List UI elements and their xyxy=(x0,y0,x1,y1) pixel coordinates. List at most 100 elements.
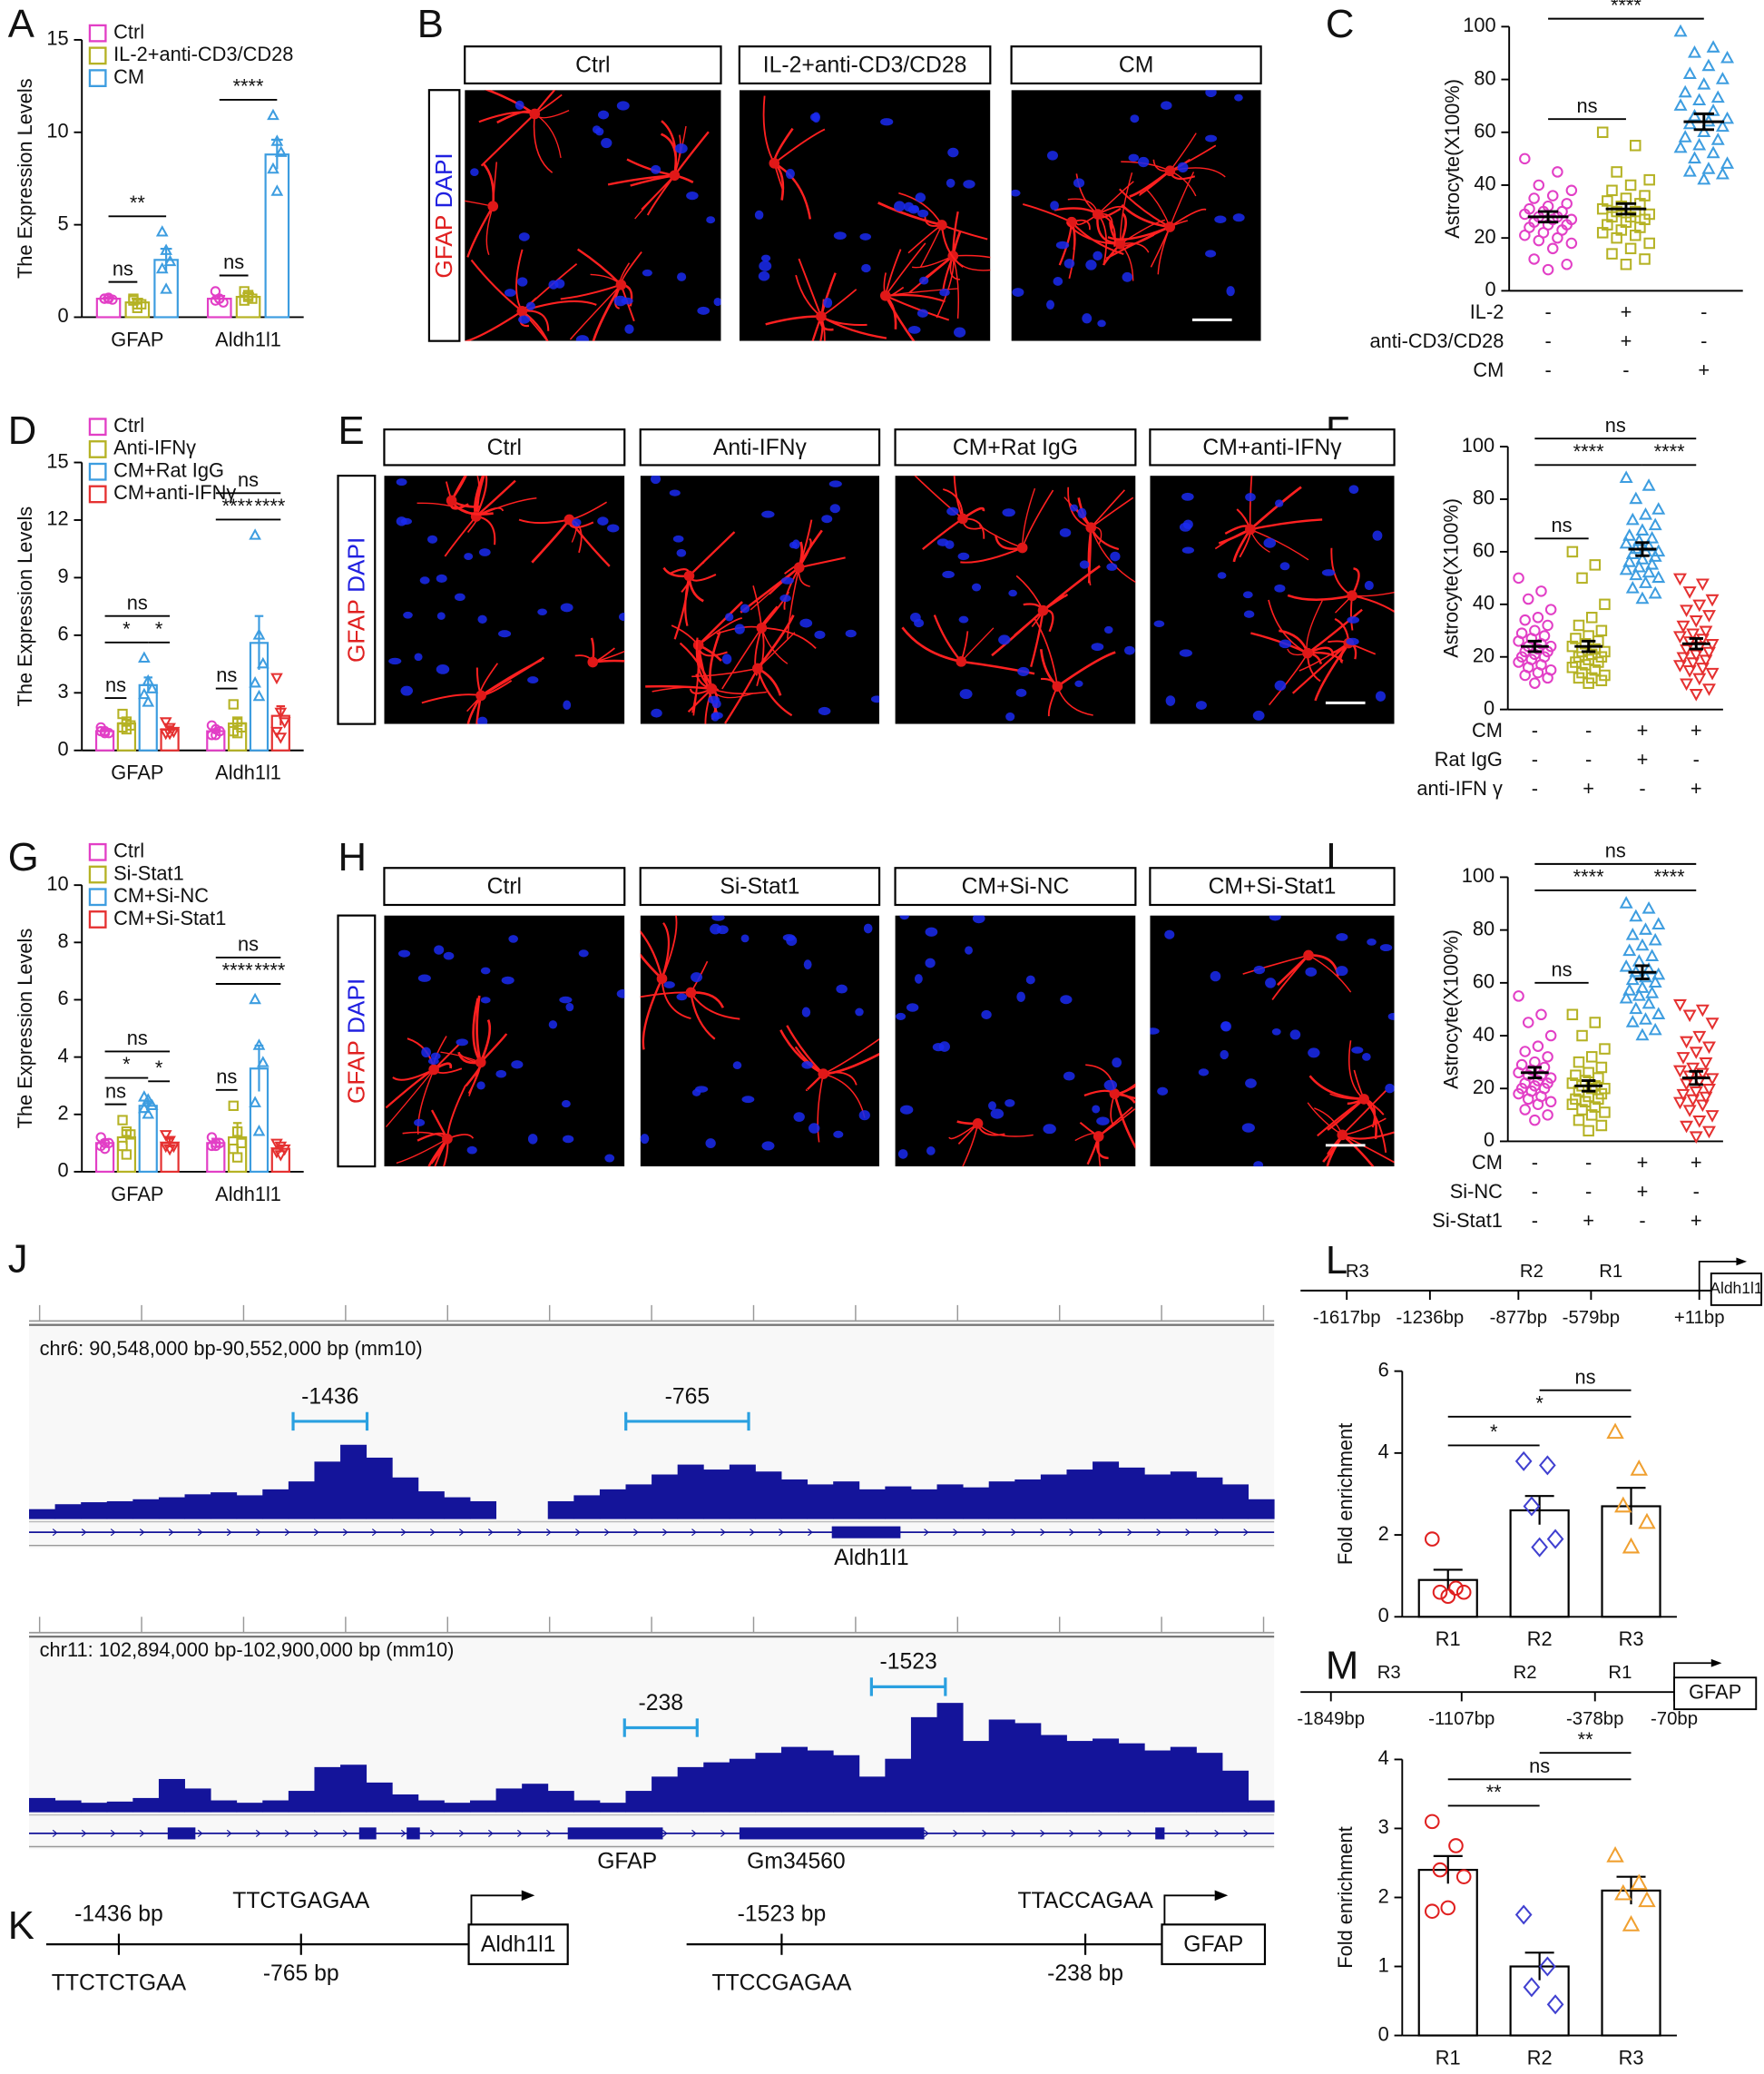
data-point xyxy=(1596,227,1609,239)
significance-label: * xyxy=(122,617,131,640)
astrocyte-process xyxy=(1169,208,1207,228)
region-label: R3 xyxy=(1346,1262,1369,1282)
data-point xyxy=(167,1141,181,1154)
nucleus xyxy=(421,1047,431,1058)
astrocyte-body xyxy=(706,683,718,694)
data-point xyxy=(1651,917,1666,930)
coverage-bin xyxy=(858,1776,886,1813)
x-tick-label: Aldh1l1 xyxy=(215,328,281,350)
coverage-bin xyxy=(211,1492,238,1519)
strand-chevron xyxy=(139,1528,145,1537)
coverage-bin xyxy=(729,1758,756,1813)
panel-label: H xyxy=(338,835,368,880)
nucleus xyxy=(624,324,634,334)
nucleus xyxy=(388,657,402,665)
condition-sign: + xyxy=(1690,1209,1702,1232)
coverage-bin xyxy=(573,1800,601,1813)
data-point xyxy=(1533,179,1545,192)
data-point xyxy=(1639,1012,1652,1025)
data-point xyxy=(1532,612,1544,624)
astrocyte-body xyxy=(685,987,697,998)
legend-swatch xyxy=(88,485,107,504)
data-point xyxy=(1689,1047,1703,1059)
data-point xyxy=(1672,573,1687,586)
nucleus xyxy=(981,1009,992,1019)
coverage-bin xyxy=(1118,1743,1145,1813)
nucleus xyxy=(859,232,872,241)
nucleus xyxy=(1205,134,1218,143)
nucleus xyxy=(578,949,589,958)
astrocyte-body xyxy=(475,1057,486,1068)
nucleus xyxy=(1004,1099,1015,1107)
coverage-bin xyxy=(366,1782,393,1813)
strand-chevron xyxy=(1040,1829,1045,1838)
astrocyte-process xyxy=(465,200,494,207)
nucleus xyxy=(710,923,721,935)
condition-sign: + xyxy=(1637,719,1649,742)
condition-label: Si-Stat1 xyxy=(1432,1209,1503,1232)
data-point xyxy=(121,1149,132,1160)
nucleus xyxy=(1346,637,1359,645)
coverage-bin xyxy=(833,1481,860,1519)
nucleus xyxy=(427,535,438,544)
legend-label: Si-Stat1 xyxy=(113,861,184,884)
nucleus xyxy=(436,664,450,674)
data-point xyxy=(274,1150,288,1162)
legend-label: CM+Si-NC xyxy=(113,884,209,907)
micrograph xyxy=(384,476,625,724)
micrograph-background xyxy=(895,476,1136,724)
astrocyte-body xyxy=(475,690,486,702)
nucleus xyxy=(464,553,474,561)
data-point xyxy=(1619,958,1633,972)
data-point xyxy=(1720,111,1735,124)
nucleus xyxy=(1252,710,1265,721)
astrocyte-process xyxy=(416,1069,435,1135)
strand-chevron xyxy=(604,1528,610,1537)
y-tick-label: 40 xyxy=(1474,172,1495,195)
legend-label: IL-2+anti-CD3/CD28 xyxy=(113,43,293,65)
nucleus xyxy=(801,1060,813,1069)
data-point xyxy=(1585,612,1598,624)
data-point xyxy=(249,992,261,1005)
data-point xyxy=(1689,649,1703,663)
strand-chevron xyxy=(110,1528,116,1537)
astrocyte-process xyxy=(960,546,1024,564)
data-point xyxy=(1639,253,1651,265)
data-point xyxy=(1592,1093,1604,1106)
image-title-box xyxy=(383,867,626,907)
nucleus xyxy=(821,515,833,524)
coverage-bin xyxy=(236,1495,263,1519)
nucleus xyxy=(1060,995,1073,1005)
data-point xyxy=(1695,578,1710,592)
nucleus xyxy=(910,204,919,212)
data-point xyxy=(1542,1109,1553,1121)
y-tick-label: 0 xyxy=(1484,696,1494,719)
nucleus xyxy=(1364,580,1374,591)
data-point xyxy=(160,282,172,294)
condition-sign: + xyxy=(1690,777,1702,800)
data-point xyxy=(231,1152,243,1163)
strand-chevron xyxy=(488,1528,494,1537)
data-point xyxy=(1611,231,1622,244)
data-point xyxy=(1639,506,1652,520)
track-title: chr6: 90,548,000 bp-90,552,000 bp (mm10) xyxy=(40,1337,423,1360)
strand-chevron xyxy=(779,1528,784,1537)
data-point xyxy=(1599,598,1611,611)
legend-label: Ctrl xyxy=(113,840,144,862)
data-point xyxy=(1688,45,1701,58)
region-label: R2 xyxy=(1514,1663,1537,1683)
strand-chevron xyxy=(808,1528,813,1537)
astrocyte-process xyxy=(787,567,800,639)
nucleus xyxy=(1243,610,1255,618)
coverage-bin xyxy=(910,1489,937,1519)
astrocyte-process xyxy=(1341,1090,1387,1135)
condition-label: CM xyxy=(1472,719,1503,742)
nucleus xyxy=(1077,507,1087,519)
significance-label: **** xyxy=(1573,440,1604,463)
condition-sign: - xyxy=(1532,777,1538,800)
y-tick-label: 10 xyxy=(46,120,68,143)
nucleus xyxy=(548,1020,558,1029)
data-point xyxy=(267,162,279,174)
nucleus xyxy=(971,583,982,592)
x-tick-label: Aldh1l1 xyxy=(215,1183,281,1205)
